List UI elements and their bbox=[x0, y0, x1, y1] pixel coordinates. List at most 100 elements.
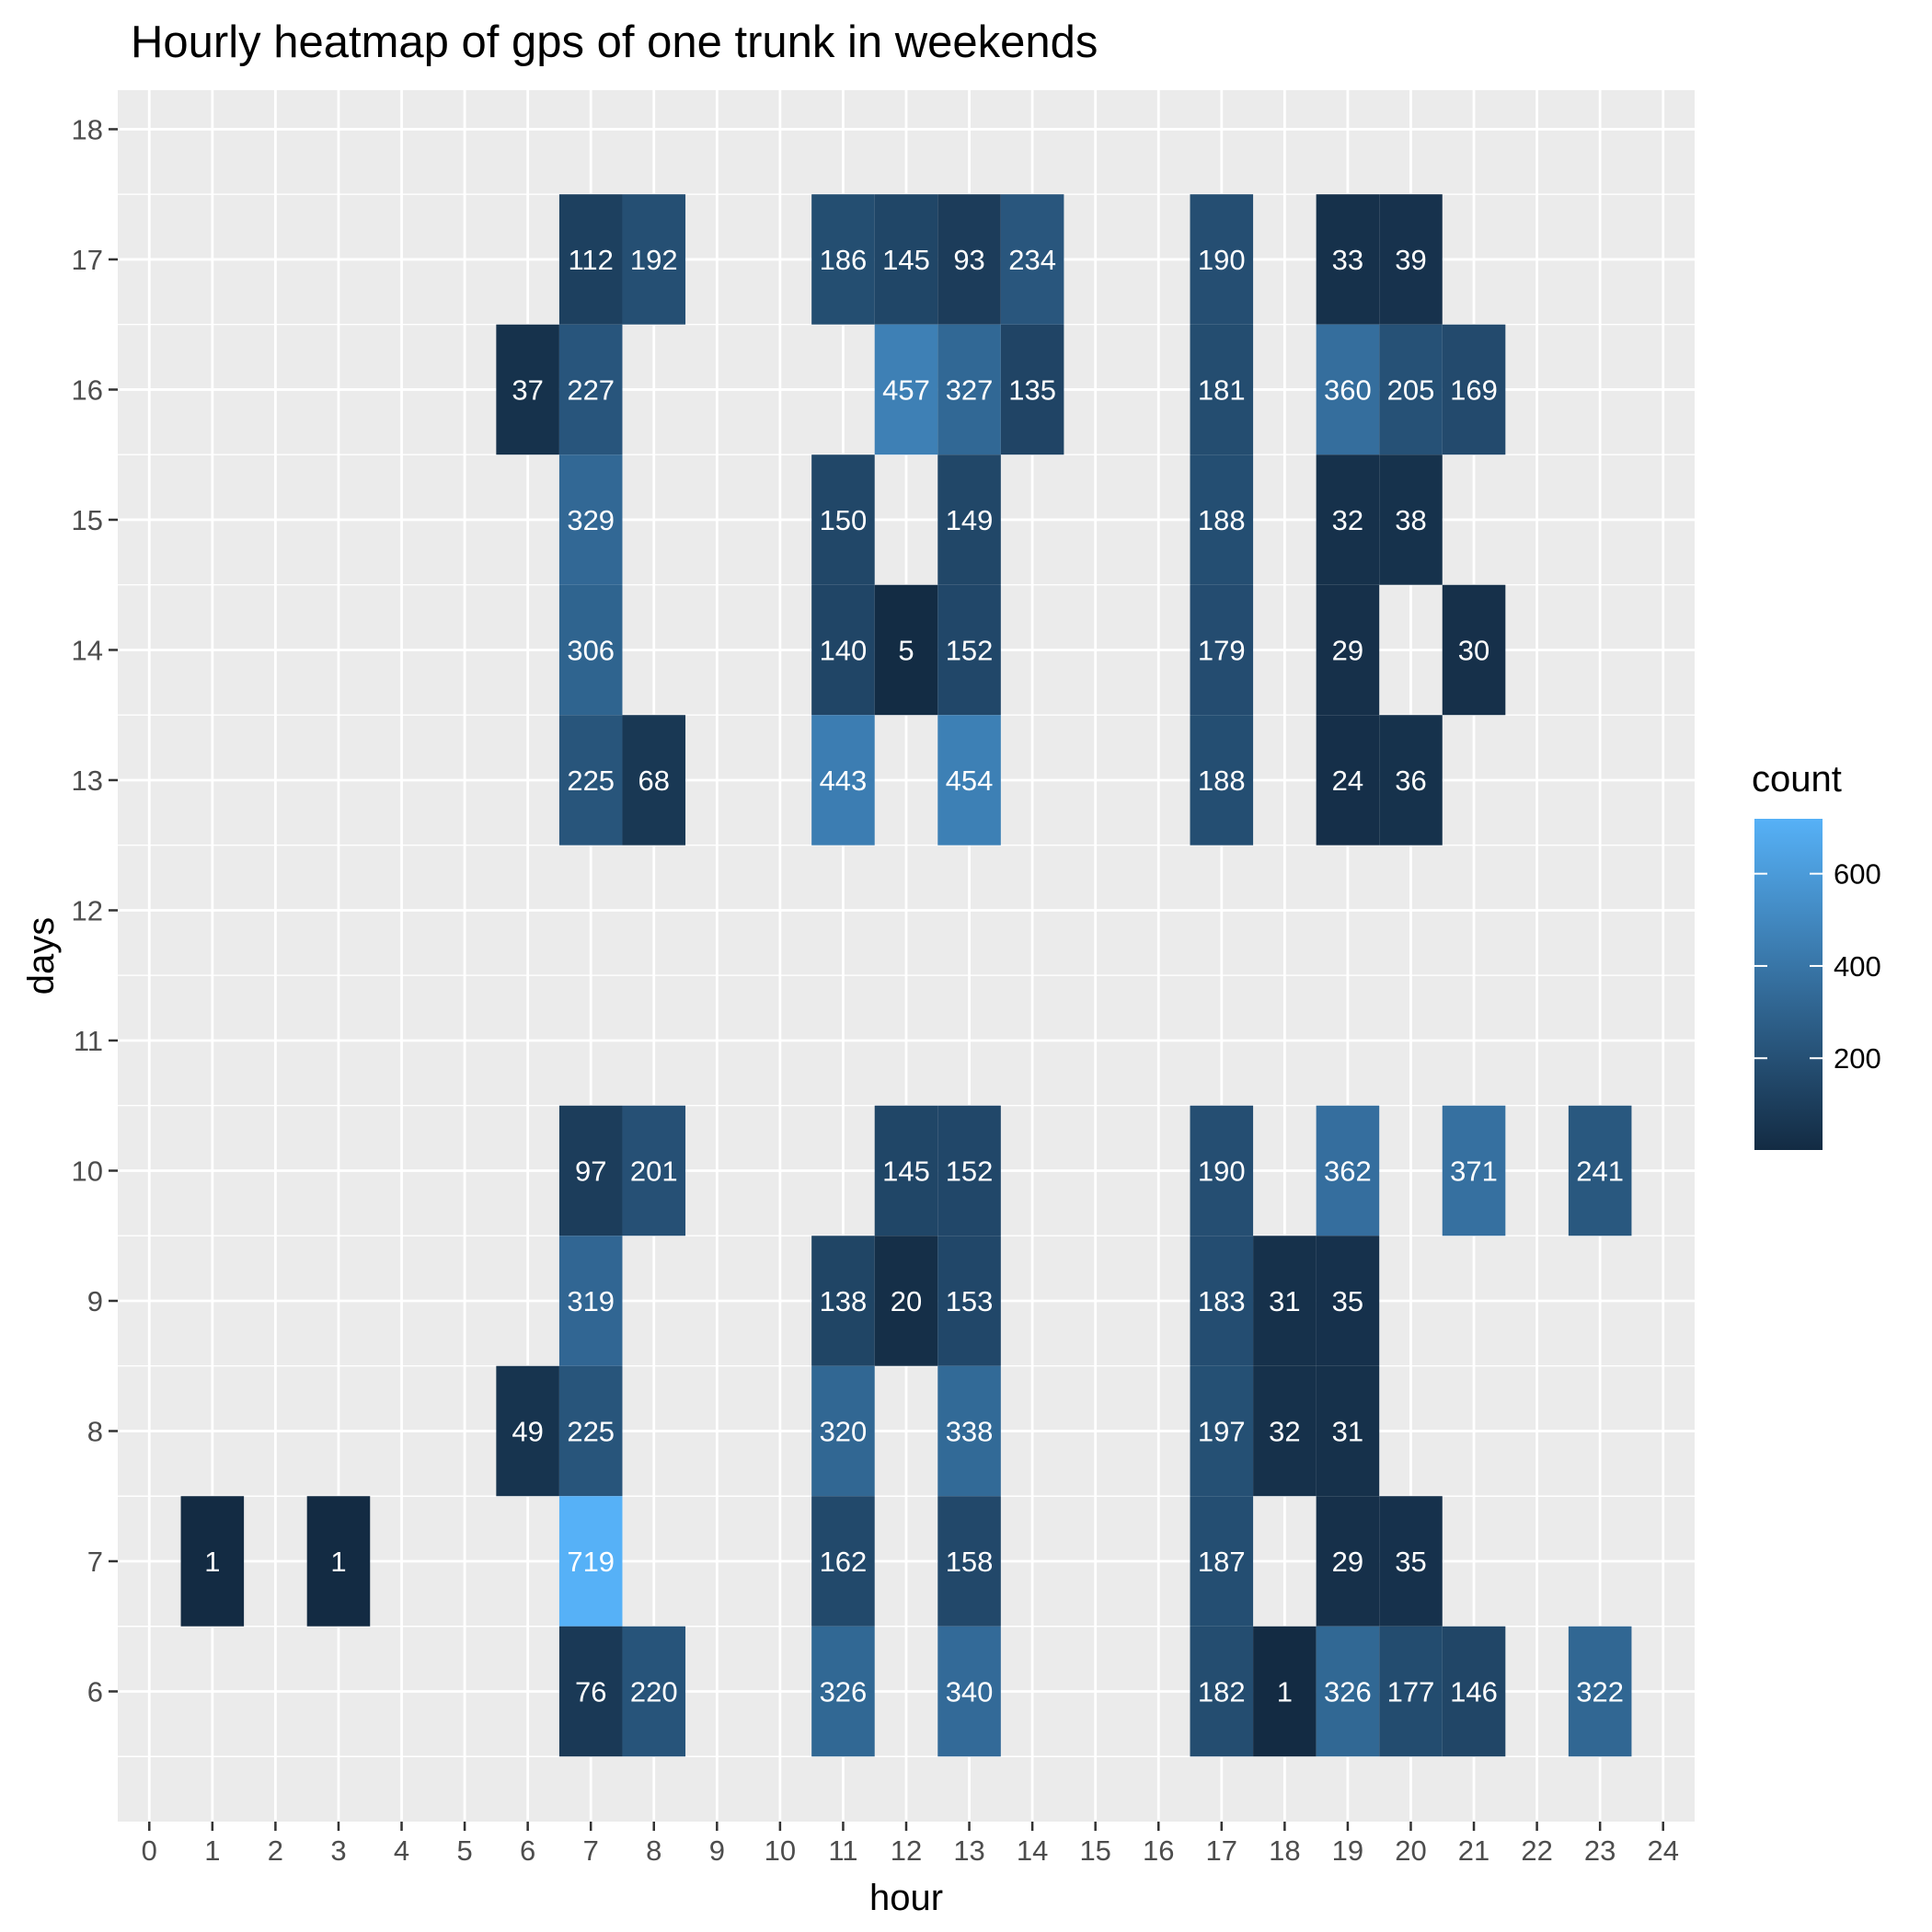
cell-label: 32 bbox=[1332, 504, 1363, 536]
heatmap-cells bbox=[180, 194, 1632, 1757]
legend-colorbar bbox=[1754, 819, 1823, 1150]
cell-label: 322 bbox=[1576, 1675, 1624, 1708]
cell-label: 457 bbox=[882, 374, 930, 406]
heatmap-cell bbox=[622, 194, 686, 325]
y-tick-label: 10 bbox=[72, 1155, 103, 1187]
x-axis-title: hour bbox=[869, 1878, 943, 1918]
heatmap-cell bbox=[937, 194, 1001, 325]
cell-label: 150 bbox=[820, 504, 868, 536]
cell-label: 1 bbox=[330, 1546, 346, 1578]
cell-label: 31 bbox=[1332, 1415, 1363, 1447]
cell-label: 225 bbox=[567, 765, 615, 797]
cell-label: 149 bbox=[946, 504, 994, 536]
cell-label: 220 bbox=[630, 1675, 678, 1708]
heatmap-cell bbox=[1316, 324, 1380, 455]
cell-label: 38 bbox=[1395, 504, 1426, 536]
cell-label: 5 bbox=[898, 634, 914, 666]
legend-tick-label: 600 bbox=[1834, 858, 1881, 891]
heatmap-cell bbox=[1442, 584, 1506, 716]
heatmap-cell bbox=[811, 1365, 875, 1497]
heatmap-cell bbox=[1190, 1236, 1254, 1366]
x-tick-label: 8 bbox=[646, 1834, 661, 1867]
y-tick-label: 9 bbox=[87, 1285, 103, 1317]
x-tick-label: 2 bbox=[268, 1834, 283, 1867]
heatmap-cell bbox=[1379, 1626, 1443, 1757]
heatmap-cell bbox=[1379, 715, 1443, 845]
y-tick-label: 13 bbox=[72, 765, 103, 797]
heatmap-cell bbox=[811, 194, 875, 325]
y-tick-label: 6 bbox=[87, 1675, 103, 1708]
x-tick-label: 17 bbox=[1206, 1834, 1237, 1867]
heatmap-cell bbox=[811, 584, 875, 716]
legend-tick-label: 400 bbox=[1834, 950, 1881, 983]
heatmap-cell bbox=[1253, 1626, 1317, 1757]
legend-tick-label: 200 bbox=[1834, 1042, 1881, 1075]
cell-label: 190 bbox=[1198, 244, 1246, 276]
x-axis: 0 1 2 3 4 5 6 7 8 9 10 11 12 13 14 15 16 17 18 19 20 21 22 23 24 bbox=[142, 1822, 1679, 1867]
cell-label: 29 bbox=[1332, 634, 1363, 666]
heatmap-cell bbox=[1442, 324, 1506, 455]
y-tick-label: 12 bbox=[72, 894, 103, 926]
x-tick-label: 14 bbox=[1017, 1834, 1048, 1867]
y-tick-label: 18 bbox=[72, 113, 103, 145]
cell-label: 205 bbox=[1387, 374, 1435, 406]
cell-label: 326 bbox=[1324, 1675, 1372, 1708]
x-tick-label: 18 bbox=[1269, 1834, 1300, 1867]
y-tick-label: 11 bbox=[74, 1025, 103, 1057]
heatmap-cell bbox=[937, 454, 1001, 585]
heatmap-cell bbox=[1379, 324, 1443, 455]
heatmap-cell bbox=[937, 584, 1001, 716]
heatmap-cell bbox=[811, 715, 875, 845]
y-tick-label: 16 bbox=[72, 374, 103, 406]
cell-label: 32 bbox=[1269, 1415, 1300, 1447]
heatmap-cell bbox=[558, 194, 623, 325]
heatmap-cell bbox=[1316, 584, 1380, 716]
x-tick-label: 19 bbox=[1332, 1834, 1363, 1867]
heatmap-cell bbox=[558, 715, 623, 845]
heatmap-cell bbox=[874, 324, 938, 455]
heatmap-cell bbox=[811, 1626, 875, 1757]
y-tick-label: 8 bbox=[87, 1415, 103, 1447]
cell-label: 138 bbox=[820, 1285, 868, 1317]
cell-label: 225 bbox=[567, 1415, 615, 1447]
cell-label: 68 bbox=[638, 765, 670, 797]
heatmap-cell bbox=[937, 1626, 1001, 1757]
cell-label: 306 bbox=[567, 634, 615, 666]
legend-title: count bbox=[1752, 759, 1842, 799]
heatmap-cell bbox=[1253, 1365, 1317, 1497]
cell-label: 1 bbox=[1277, 1675, 1293, 1708]
cell-label: 454 bbox=[946, 765, 994, 797]
cell-label: 35 bbox=[1395, 1546, 1426, 1578]
y-tick-label: 7 bbox=[87, 1546, 103, 1578]
heatmap-cell bbox=[1316, 194, 1380, 325]
x-tick-label: 1 bbox=[204, 1834, 220, 1867]
heatmap-cell bbox=[1379, 194, 1443, 325]
heatmap-cell bbox=[1190, 1626, 1254, 1757]
cell-label: 135 bbox=[1008, 374, 1056, 406]
heatmap-cell bbox=[937, 1496, 1001, 1627]
heatmap-cell bbox=[1190, 1105, 1254, 1236]
heatmap-cell bbox=[558, 1105, 623, 1236]
heatmap-cell bbox=[1316, 1365, 1380, 1497]
heatmap-cell bbox=[1316, 1105, 1380, 1236]
x-tick-label: 22 bbox=[1521, 1834, 1552, 1867]
heatmap-cell bbox=[1316, 454, 1380, 585]
cell-label: 31 bbox=[1269, 1285, 1300, 1317]
cell-label: 326 bbox=[820, 1675, 868, 1708]
y-axis: 6 7 8 9 10 11 12 13 14 15 16 17 18 bbox=[72, 113, 118, 1708]
cell-label: 201 bbox=[630, 1155, 678, 1187]
x-tick-label: 16 bbox=[1143, 1834, 1174, 1867]
x-tick-label: 9 bbox=[709, 1834, 725, 1867]
cell-label: 338 bbox=[946, 1415, 994, 1447]
cell-label: 20 bbox=[891, 1285, 922, 1317]
heatmap-cell bbox=[874, 1236, 938, 1366]
legend-ticks: 200 400 600 bbox=[1754, 858, 1881, 1075]
heatmap-cell bbox=[558, 1496, 623, 1627]
heatmap-cell bbox=[937, 324, 1001, 455]
cell-label: 187 bbox=[1198, 1546, 1246, 1578]
heatmap-cell bbox=[1442, 1626, 1506, 1757]
cell-label: 188 bbox=[1198, 504, 1246, 536]
cell-label: 145 bbox=[882, 244, 930, 276]
